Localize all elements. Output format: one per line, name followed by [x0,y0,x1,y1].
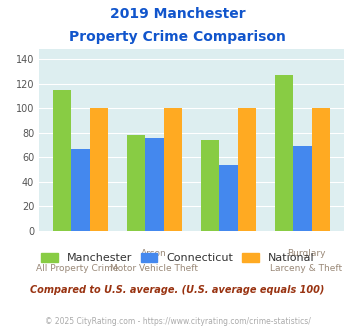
Bar [201,140,219,231]
Bar [164,108,182,231]
Text: Compared to U.S. average. (U.S. average equals 100): Compared to U.S. average. (U.S. average … [30,285,325,295]
Text: Burglary: Burglary [287,249,326,258]
Text: © 2025 CityRating.com - https://www.cityrating.com/crime-statistics/: © 2025 CityRating.com - https://www.city… [45,317,310,326]
Text: Arson: Arson [141,249,166,258]
Text: Larceny & Theft: Larceny & Theft [270,264,342,273]
Bar [127,135,146,231]
Text: Motor Vehicle Theft: Motor Vehicle Theft [110,264,197,273]
Bar [238,108,256,231]
Bar [146,138,164,231]
Text: Property Crime Comparison: Property Crime Comparison [69,30,286,44]
Bar [53,90,71,231]
Text: 2019 Manchester: 2019 Manchester [110,7,245,20]
Bar [275,75,294,231]
Bar [312,108,331,231]
Bar [294,147,312,231]
Text: All Property Crime: All Property Crime [36,264,119,273]
Bar [90,108,108,231]
Legend: Manchester, Connecticut, National: Manchester, Connecticut, National [37,248,318,268]
Bar [219,165,238,231]
Bar [71,149,90,231]
